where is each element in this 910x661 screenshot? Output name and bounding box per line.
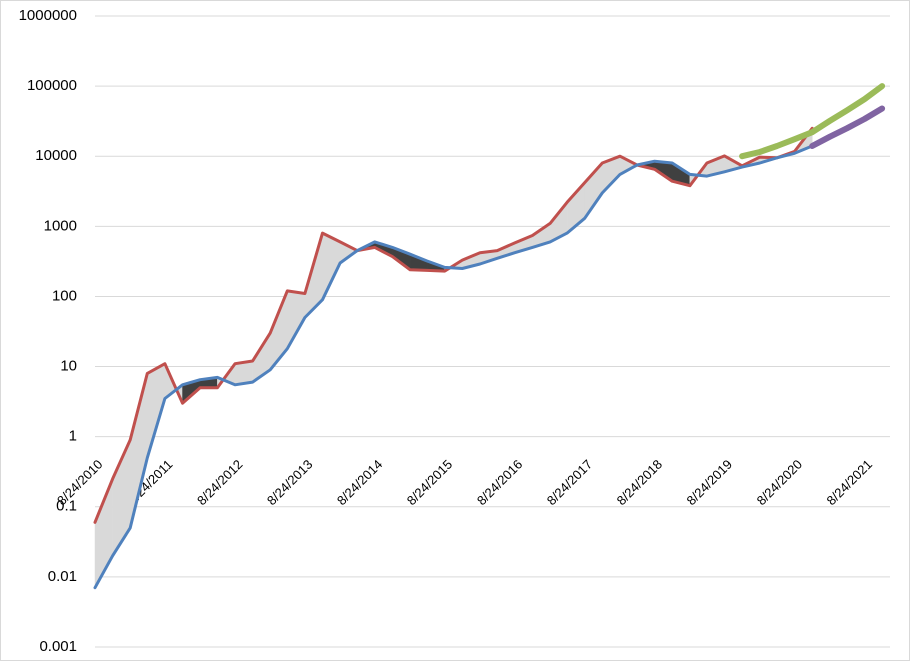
y-tick-label: 100000 <box>27 77 77 94</box>
series-line <box>93 144 814 590</box>
series-line <box>739 83 886 160</box>
series-line <box>809 105 886 149</box>
y-tick-label: 1 <box>69 428 77 445</box>
y-tick-label: 10000 <box>35 147 77 164</box>
y-tick-label: 100 <box>52 287 77 304</box>
y-tick-label: 0.001 <box>39 638 77 655</box>
y-tick-label: 1000 <box>44 217 77 234</box>
y-tick-label: 10 <box>60 358 77 375</box>
series-line <box>93 126 814 524</box>
y-tick-label: 0.1 <box>56 498 77 515</box>
y-tick-label: 1000000 <box>19 7 77 24</box>
y-tick-label: 0.01 <box>48 568 77 585</box>
